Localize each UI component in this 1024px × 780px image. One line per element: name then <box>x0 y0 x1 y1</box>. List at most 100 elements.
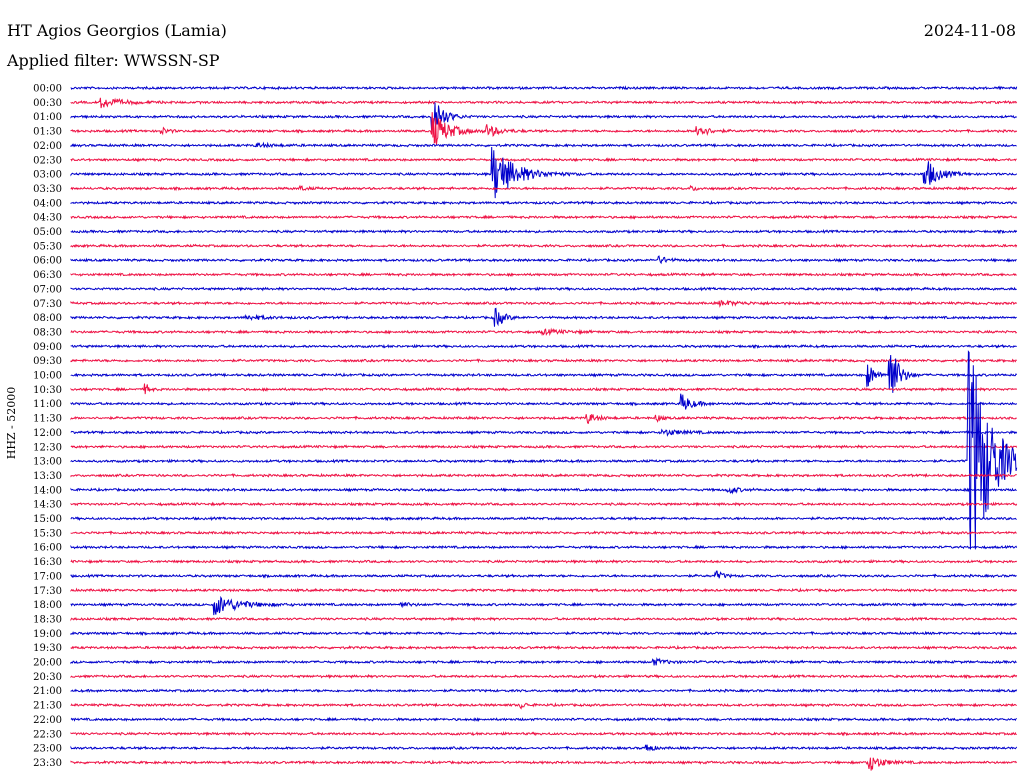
trace-row-1530 <box>70 529 1017 536</box>
trace-row-2130 <box>70 702 1017 710</box>
trace-row-1200 <box>70 428 1018 437</box>
trace-row-0700 <box>70 286 1017 292</box>
trace-row-0000 <box>70 85 1018 91</box>
time-tick-1330: 13:30 <box>33 471 62 482</box>
trace-row-0530 <box>70 243 1018 249</box>
trace-row-0400 <box>70 200 1018 206</box>
time-tick-1400: 14:00 <box>33 485 62 496</box>
trace-row-0300 <box>70 146 1018 199</box>
time-tick-1800: 18:00 <box>33 600 62 611</box>
time-tick-1630: 16:30 <box>33 557 62 568</box>
time-tick-0200: 02:00 <box>33 141 62 152</box>
time-tick-1300: 13:00 <box>33 457 62 468</box>
time-tick-2230: 22:30 <box>33 729 62 740</box>
trace-row-2200 <box>70 716 1017 723</box>
time-tick-0600: 06:00 <box>33 256 62 267</box>
trace-row-0630 <box>70 271 1017 278</box>
trace-row-1900 <box>70 630 1018 637</box>
time-tick-1100: 11:00 <box>33 399 62 410</box>
time-tick-1000: 10:00 <box>33 371 62 382</box>
trace-row-1130 <box>70 413 1017 425</box>
time-tick-0500: 05:00 <box>33 227 62 238</box>
time-tick-2330: 23:30 <box>33 758 62 769</box>
trace-row-1000 <box>70 354 1018 393</box>
time-tick-0930: 09:30 <box>33 356 62 367</box>
station-title: HT Agios Georgios (Lamia) <box>7 21 227 40</box>
trace-row-0730 <box>70 299 1018 308</box>
time-tick-0800: 08:00 <box>33 313 62 324</box>
time-tick-0700: 07:00 <box>33 284 62 295</box>
trace-row-0030 <box>70 97 1018 109</box>
time-tick-2300: 23:00 <box>33 744 62 755</box>
time-tick-2030: 20:30 <box>33 672 62 683</box>
trace-row-1300 <box>70 350 1018 550</box>
trace-row-0130 <box>70 112 1018 146</box>
trace-row-2100 <box>70 688 1018 694</box>
trace-row-0330 <box>70 184 1018 192</box>
time-tick-0730: 07:30 <box>33 299 62 310</box>
trace-row-0600 <box>70 255 1017 265</box>
time-tick-1730: 17:30 <box>33 586 62 597</box>
trace-row-1700 <box>70 570 1017 579</box>
time-tick-0130: 01:30 <box>33 127 62 138</box>
time-tick-0100: 01:00 <box>33 112 62 123</box>
time-tick-0230: 02:30 <box>33 155 62 166</box>
trace-row-1100 <box>70 393 1018 410</box>
time-tick-0630: 06:30 <box>33 270 62 281</box>
time-tick-2130: 21:30 <box>33 701 62 712</box>
trace-row-0900 <box>70 343 1017 350</box>
trace-row-1400 <box>70 486 1017 495</box>
trace-row-1500 <box>70 515 1017 522</box>
trace-row-0830 <box>70 327 1018 337</box>
trace-row-0200 <box>70 141 1017 149</box>
time-tick-0000: 00:00 <box>33 84 62 95</box>
trace-row-1600 <box>70 544 1018 550</box>
time-tick-1500: 15:00 <box>33 514 62 525</box>
time-tick-0330: 03:30 <box>33 184 62 195</box>
time-tick-1130: 11:30 <box>33 414 62 425</box>
time-tick-1830: 18:30 <box>33 614 62 625</box>
time-tick-1900: 19:00 <box>33 629 62 640</box>
trace-row-2230 <box>70 731 1017 737</box>
trace-row-1630 <box>70 558 1018 565</box>
trace-row-1230 <box>70 444 1018 450</box>
seismogram-traces <box>70 85 1018 771</box>
trace-row-1430 <box>70 501 1018 507</box>
trace-row-0930 <box>70 357 1017 364</box>
trace-row-0100 <box>70 102 1017 131</box>
time-tick-2000: 20:00 <box>33 658 62 669</box>
trace-row-0800 <box>70 307 1017 327</box>
trace-row-0430 <box>70 214 1018 220</box>
time-tick-labels: 00:00 00:30 01:00 01:30 02:00 02:30 03:00 03:30… <box>33 84 62 769</box>
time-tick-0030: 00:30 <box>33 98 62 109</box>
time-tick-1200: 12:00 <box>33 428 62 439</box>
time-tick-0400: 04:00 <box>33 198 62 209</box>
trace-row-1800 <box>70 595 1017 616</box>
time-tick-1430: 14:30 <box>33 500 62 511</box>
trace-row-1830 <box>70 616 1018 622</box>
trace-row-2000 <box>70 656 1017 666</box>
trace-row-2330 <box>70 757 1018 771</box>
time-tick-1600: 16:00 <box>33 543 62 554</box>
time-tick-1700: 17:00 <box>33 571 62 582</box>
date-label: 2024-11-08 <box>924 21 1016 40</box>
time-tick-0300: 03:00 <box>33 170 62 181</box>
channel-label: HHZ - 52000 <box>5 387 18 460</box>
time-tick-2200: 22:00 <box>33 715 62 726</box>
trace-row-0230 <box>70 157 1017 163</box>
trace-row-1030 <box>70 383 1018 395</box>
trace-row-2030 <box>70 673 1018 680</box>
time-tick-0430: 04:30 <box>33 213 62 224</box>
time-tick-1230: 12:30 <box>33 442 62 453</box>
time-tick-2100: 21:00 <box>33 686 62 697</box>
time-tick-1030: 10:30 <box>33 385 62 396</box>
time-tick-0530: 05:30 <box>33 241 62 252</box>
trace-row-1930 <box>70 644 1017 651</box>
time-tick-1930: 19:30 <box>33 643 62 654</box>
trace-row-2300 <box>70 744 1018 752</box>
time-tick-0830: 08:30 <box>33 327 62 338</box>
filter-label: Applied filter: WWSSN-SP <box>6 51 220 70</box>
trace-row-1330 <box>70 472 1017 479</box>
time-tick-1530: 15:30 <box>33 528 62 539</box>
